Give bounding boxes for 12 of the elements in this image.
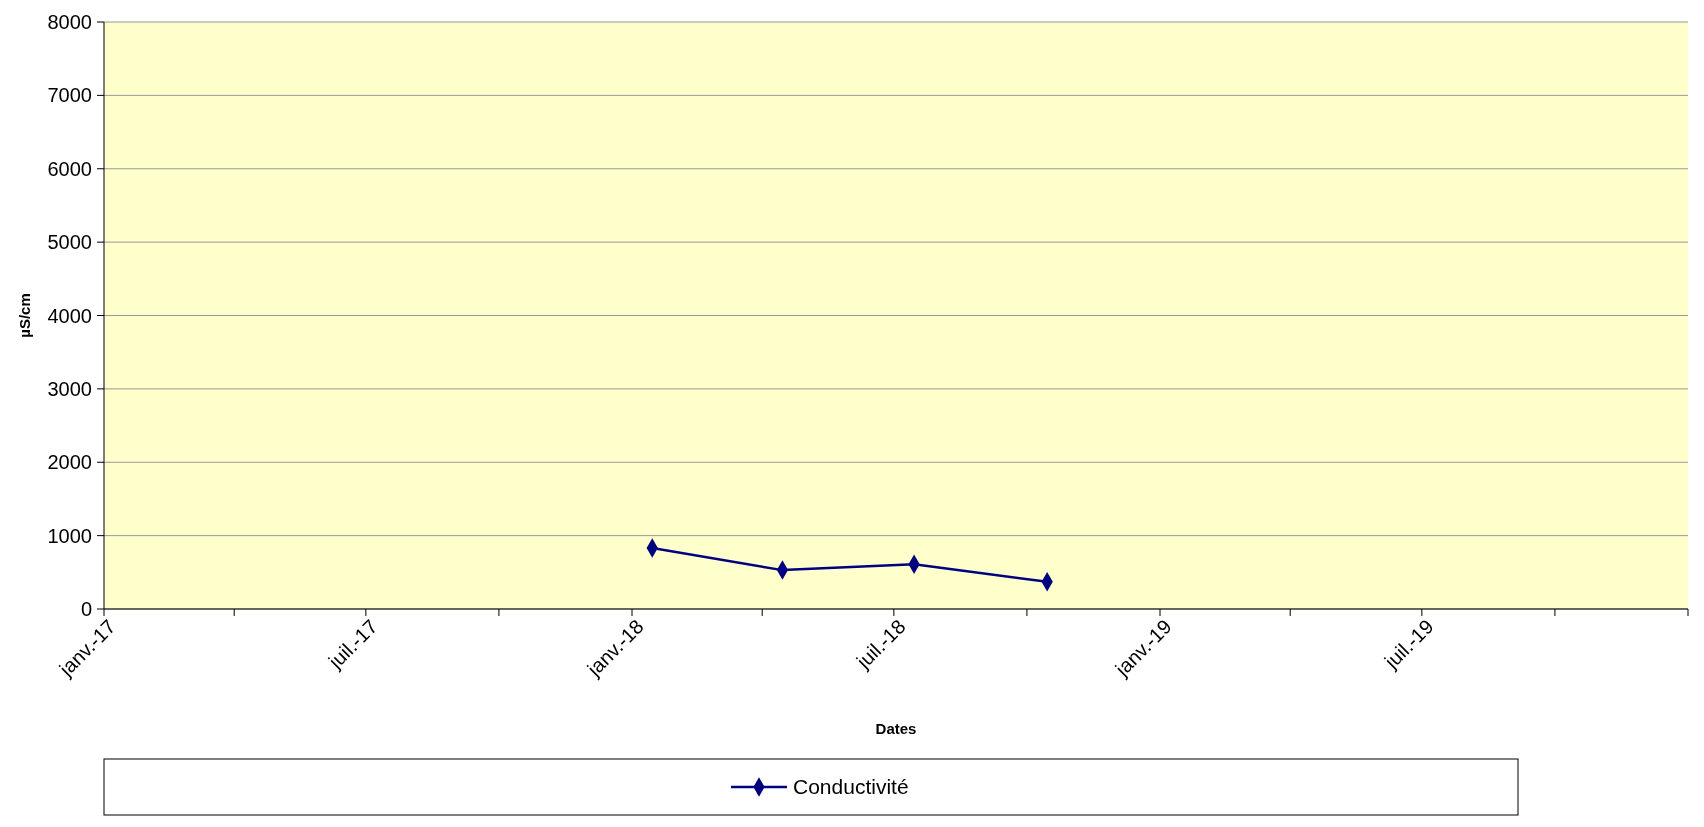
x-axis-title: Dates: [875, 720, 917, 737]
y-tick-label: 3000: [47, 377, 92, 400]
y-tick-label: 8000: [47, 11, 92, 33]
y-tick-label: 6000: [47, 157, 92, 180]
y-axis-title: µS/cm: [16, 293, 33, 338]
y-tick-label: 0: [80, 598, 92, 620]
y-tick-label: 2000: [47, 451, 92, 474]
y-tick-label: 1000: [47, 524, 92, 547]
legend-label: Conductivité: [793, 775, 909, 799]
y-tick-label: 7000: [47, 84, 92, 107]
y-tick-label: 4000: [47, 304, 92, 327]
y-tick-label: 5000: [47, 231, 92, 254]
